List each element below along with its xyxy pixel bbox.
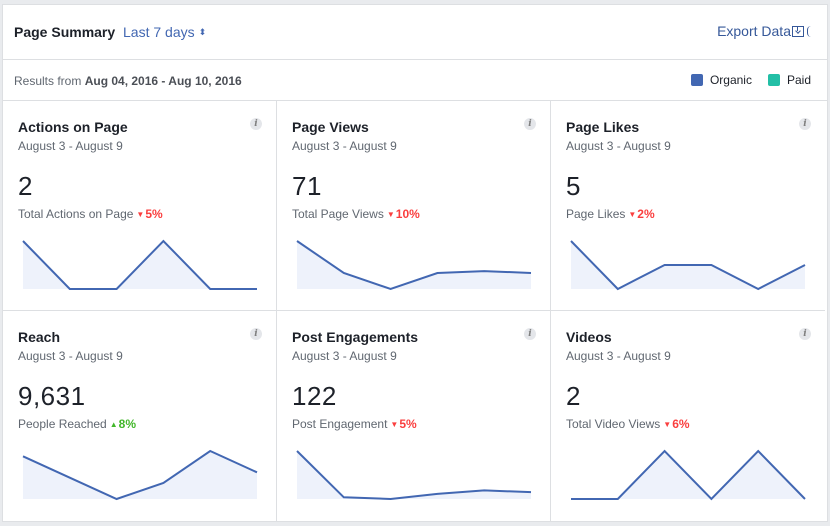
- triangle-down-icon: ▼: [136, 210, 145, 219]
- metric-card-actions-on-page[interactable]: Actions on Page August 3 - August 9 i 2 Tota…: [3, 101, 277, 311]
- metric-card-page-views[interactable]: Page Views August 3 - August 9 i 71 Total Pa…: [277, 101, 551, 311]
- paid-swatch: [767, 74, 780, 86]
- sparkline-chart: [296, 450, 532, 501]
- delta-value: 5%: [399, 417, 417, 431]
- metric-card-reach[interactable]: Reach August 3 - August 9 i 9,631 People Rea…: [3, 311, 277, 521]
- card-title: Page Likes: [566, 119, 640, 135]
- metric-card-post-engagements[interactable]: Post Engagements August 3 - August 9 i 122 P…: [277, 311, 551, 521]
- sparkline-area: [297, 241, 531, 289]
- date-range-label: Last 7 days: [123, 24, 195, 40]
- sparkline-line: [571, 449, 806, 501]
- legend-item-organic: Organic: [690, 73, 752, 87]
- delta-badge: ▲8%: [110, 417, 136, 431]
- metric-label: Total Actions on Page: [18, 207, 134, 221]
- page-summary-panel: Page Summary Last 7 days ⬍ Export Data Re…: [2, 4, 828, 522]
- delta-badge: ▼2%: [628, 207, 654, 221]
- card-metric-label: Total Video Views ▼6%: [566, 417, 690, 431]
- info-icon[interactable]: i: [250, 118, 262, 130]
- delta-badge: ▼5%: [136, 207, 162, 221]
- info-icon[interactable]: i: [524, 328, 536, 340]
- delta-badge: ▼6%: [663, 417, 689, 431]
- sparkline-chart: [296, 240, 532, 291]
- card-date-range: August 3 - August 9: [292, 349, 397, 363]
- card-metric-label: Post Engagement ▼5%: [292, 417, 417, 431]
- summary-header: Page Summary Last 7 days ⬍ Export Data: [3, 5, 827, 60]
- legend-label-paid: Paid: [786, 73, 811, 87]
- export-options-icon: [807, 25, 811, 37]
- delta-value: 6%: [672, 417, 690, 431]
- card-metric-label: Total Actions on Page ▼5%: [18, 207, 163, 221]
- card-value: 122: [292, 381, 337, 411]
- card-date-range: August 3 - August 9: [18, 349, 123, 363]
- card-value: 9,631: [18, 381, 86, 411]
- legend: Organic Paid: [675, 73, 811, 87]
- info-icon[interactable]: i: [250, 328, 262, 340]
- card-title: Page Views: [292, 119, 369, 135]
- delta-badge: ▼5%: [390, 417, 416, 431]
- card-date-range: August 3 - August 9: [566, 139, 671, 153]
- metric-label: Total Video Views: [566, 417, 661, 431]
- info-icon[interactable]: i: [799, 328, 811, 340]
- metric-label: Page Likes: [566, 207, 626, 221]
- results-range-text: Results from Aug 04, 2016 - Aug 10, 2016: [14, 74, 242, 88]
- triangle-down-icon: ▼: [663, 420, 672, 429]
- sparkline-line: [570, 240, 806, 291]
- metric-card-videos[interactable]: Videos August 3 - August 9 i 2 Total Video V…: [551, 311, 825, 521]
- sparkline-line: [22, 239, 257, 290]
- sparkline-area: [23, 451, 257, 499]
- card-title: Reach: [18, 329, 61, 345]
- sparkline-chart: [571, 449, 806, 501]
- export-data-button[interactable]: Export Data: [717, 23, 811, 39]
- results-date-range: Aug 04, 2016 - Aug 10, 2016: [84, 74, 242, 88]
- export-data-label: Export Data: [717, 23, 791, 39]
- card-value: 71: [292, 171, 322, 201]
- triangle-up-icon: ▲: [109, 420, 118, 429]
- card-title: Videos: [566, 329, 612, 345]
- card-value: 2: [18, 171, 33, 201]
- info-icon[interactable]: i: [524, 118, 536, 130]
- metric-card-page-likes[interactable]: Page Likes August 3 - August 9 i 5 Page Like…: [551, 101, 825, 311]
- card-value: 2: [566, 381, 581, 411]
- legend-item-paid: Paid: [767, 73, 811, 87]
- delta-badge: ▼10%: [387, 207, 420, 221]
- metric-label: Total Page Views: [292, 207, 384, 221]
- metric-label: Post Engagement: [292, 417, 388, 431]
- results-bar: Results from Aug 04, 2016 - Aug 10, 2016…: [3, 60, 827, 101]
- triangle-down-icon: ▼: [390, 420, 399, 429]
- card-value: 5: [566, 171, 581, 201]
- metrics-grid: Actions on Page August 3 - August 9 i 2 Tota…: [3, 101, 827, 521]
- sparkline-line: [296, 450, 532, 501]
- sparkline-line: [22, 449, 258, 501]
- organic-swatch: [690, 74, 703, 86]
- card-date-range: August 3 - August 9: [566, 349, 671, 363]
- card-date-range: August 3 - August 9: [18, 139, 123, 153]
- sort-arrows-icon: ⬍: [198, 27, 207, 37]
- card-metric-label: People Reached ▲8%: [18, 417, 136, 431]
- delta-value: 8%: [118, 417, 136, 431]
- date-range-dropdown[interactable]: Last 7 days ⬍: [123, 24, 206, 40]
- delta-value: 10%: [395, 207, 420, 221]
- sparkline-area: [297, 451, 531, 499]
- delta-value: 2%: [637, 207, 655, 221]
- card-title: Actions on Page: [18, 119, 128, 135]
- card-metric-label: Total Page Views ▼10%: [292, 207, 420, 221]
- triangle-down-icon: ▼: [628, 210, 637, 219]
- triangle-down-icon: ▼: [386, 210, 395, 219]
- download-icon: [792, 25, 804, 37]
- sparkline-chart: [22, 239, 257, 290]
- page-title: Page Summary: [14, 24, 116, 40]
- sparkline-chart: [22, 449, 258, 501]
- card-metric-label: Page Likes ▼2%: [566, 207, 655, 221]
- legend-label-organic: Organic: [709, 73, 752, 87]
- info-icon[interactable]: i: [799, 118, 811, 130]
- metric-label: People Reached: [18, 417, 107, 431]
- card-date-range: August 3 - August 9: [292, 139, 397, 153]
- sparkline-line: [296, 240, 532, 291]
- sparkline-chart: [570, 240, 806, 291]
- card-title: Post Engagements: [292, 329, 419, 345]
- delta-value: 5%: [145, 207, 163, 221]
- results-prefix: Results from: [14, 74, 82, 88]
